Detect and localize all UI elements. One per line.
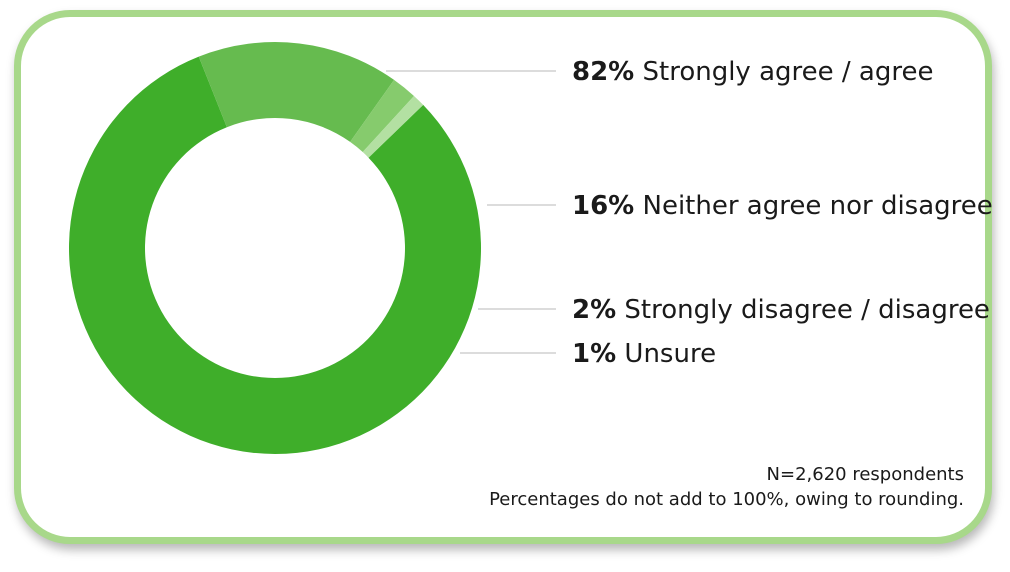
leader-lines: [386, 70, 556, 354]
slice-3: [350, 79, 415, 153]
legend-value-4: 1%: [572, 339, 616, 369]
legend-item-4: 1% Unsure: [572, 339, 716, 369]
slice-2: [198, 41, 395, 142]
legend-item-3: 2% Strongly disagree / disagree: [572, 295, 990, 325]
legend-label-4: Unsure: [616, 339, 716, 369]
legend-label-2: Neither agree nor disagree: [634, 191, 993, 221]
legend-item-1: 82% Strongly agree / agree: [572, 57, 933, 87]
donut-slices: [68, 41, 481, 455]
slice-4: [362, 95, 424, 158]
legend-value-1: 82%: [572, 57, 634, 87]
legend-value-2: 16%: [572, 191, 634, 221]
legend: 82% Strongly agree / agree 16% Neither ag…: [572, 57, 993, 369]
slice-1: [68, 56, 481, 455]
legend-label-3: Strongly disagree / disagree: [616, 295, 990, 325]
rounding-note: Percentages do not add to 100%, owing to…: [489, 489, 964, 510]
legend-value-3: 2%: [572, 295, 616, 325]
legend-label-1: Strongly agree / agree: [634, 57, 933, 87]
respondents-note: N=2,620 respondents: [766, 464, 964, 485]
legend-item-2: 16% Neither agree nor disagree: [572, 191, 993, 221]
